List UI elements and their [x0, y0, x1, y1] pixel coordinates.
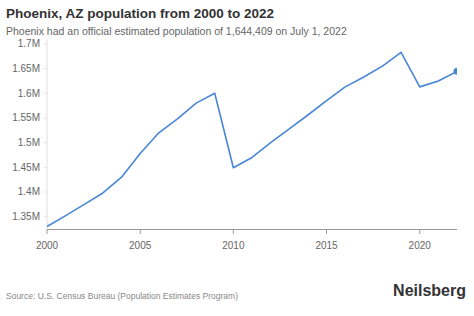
y-tick — [44, 142, 47, 143]
y-tick-label: 1.45M — [12, 162, 40, 173]
y-tick — [44, 191, 47, 192]
x-axis-line — [47, 229, 457, 230]
x-tick-label: 2000 — [36, 240, 59, 251]
x-tick — [419, 229, 420, 234]
x-tick — [233, 229, 234, 234]
y-tick-label: 1.35M — [12, 211, 40, 222]
x-tick-label: 2015 — [315, 240, 338, 251]
x-tick — [140, 229, 141, 234]
x-tick-label: 2020 — [409, 240, 432, 251]
x-tick — [326, 229, 327, 234]
y-tick — [44, 216, 47, 217]
y-tick — [44, 43, 47, 44]
source: Source: U.S. Census Bureau (Population E… — [6, 291, 238, 301]
y-tick — [44, 117, 47, 118]
subtitle: Phoenix had an official estimated popula… — [6, 25, 347, 37]
title: Phoenix, AZ population from 2000 to 2022 — [6, 6, 274, 21]
x-tick — [47, 229, 48, 234]
y-tick — [44, 167, 47, 168]
plot-area — [47, 52, 457, 226]
y-tick — [44, 68, 47, 69]
y-tick-label: 1.65M — [12, 63, 40, 74]
y-tick-label: 1.5M — [18, 137, 40, 148]
y-tick — [44, 93, 47, 94]
y-tick-label: 1.55M — [12, 112, 40, 123]
y-tick-label: 1.6M — [18, 88, 40, 99]
y-tick-label: 1.4M — [18, 186, 40, 197]
y-tick-label: 1.7M — [18, 38, 40, 49]
line — [47, 52, 457, 226]
x-tick-label: 2005 — [129, 240, 152, 251]
point-marker — [454, 68, 458, 75]
x-tick-label: 2010 — [222, 240, 245, 251]
y-axis-line — [47, 39, 48, 229]
chart: Phoenix, AZ population from 2000 to 2022… — [0, 0, 474, 316]
logo: Neilsberg — [393, 282, 466, 299]
